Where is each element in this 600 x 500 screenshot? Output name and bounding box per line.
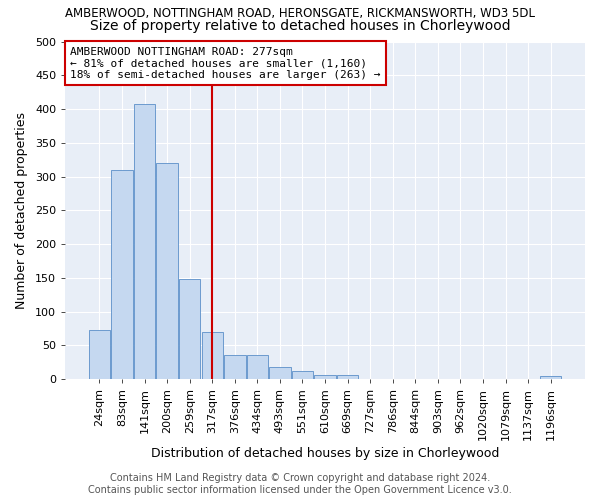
- Bar: [202, 332, 223, 379]
- Bar: [247, 354, 268, 379]
- Bar: [179, 279, 200, 379]
- Text: AMBERWOOD NOTTINGHAM ROAD: 277sqm
← 81% of detached houses are smaller (1,160)
1: AMBERWOOD NOTTINGHAM ROAD: 277sqm ← 81% …: [70, 46, 381, 80]
- X-axis label: Distribution of detached houses by size in Chorleywood: Distribution of detached houses by size …: [151, 447, 499, 460]
- Y-axis label: Number of detached properties: Number of detached properties: [15, 112, 28, 309]
- Bar: [224, 354, 245, 379]
- Text: Size of property relative to detached houses in Chorleywood: Size of property relative to detached ho…: [89, 19, 511, 33]
- Text: Contains HM Land Registry data © Crown copyright and database right 2024.
Contai: Contains HM Land Registry data © Crown c…: [88, 474, 512, 495]
- Bar: [314, 375, 336, 379]
- Bar: [337, 375, 358, 379]
- Bar: [89, 330, 110, 379]
- Bar: [292, 371, 313, 379]
- Text: AMBERWOOD, NOTTINGHAM ROAD, HERONSGATE, RICKMANSWORTH, WD3 5DL: AMBERWOOD, NOTTINGHAM ROAD, HERONSGATE, …: [65, 8, 535, 20]
- Bar: [111, 170, 133, 379]
- Bar: [540, 376, 562, 379]
- Bar: [157, 163, 178, 379]
- Bar: [134, 104, 155, 379]
- Bar: [269, 367, 290, 379]
